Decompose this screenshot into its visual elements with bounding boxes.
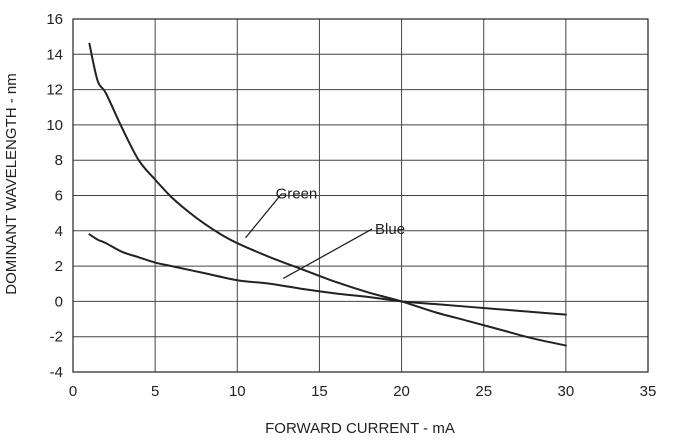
x-axis-label: FORWARD CURRENT - mA [265, 420, 455, 437]
y-tick-label: 16 [46, 11, 63, 28]
grid [72, 18, 649, 373]
x-tick-label: 35 [640, 383, 657, 400]
series-layer [88, 42, 567, 347]
annotation-leader-green [244, 193, 283, 239]
x-tick-label: 30 [558, 383, 575, 400]
annotation-layer: Green Blue [244, 186, 405, 280]
x-tick-label: 10 [229, 383, 246, 400]
x-tick-label: 20 [393, 383, 410, 400]
annotation-leader-blue [282, 228, 373, 280]
y-tick-label: 8 [55, 152, 63, 169]
y-tick-label: 10 [46, 117, 63, 134]
tick-labels: 0 5 10 15 20 25 30 35 -4 -2 0 2 4 6 8 10 12 14 16 [46, 11, 656, 400]
x-tick-label: 5 [151, 383, 159, 400]
plot-border [72, 18, 649, 373]
y-tick-label: -4 [50, 364, 63, 381]
y-tick-label: 6 [55, 188, 63, 205]
y-tick-label: 14 [46, 46, 63, 63]
x-tick-label: 25 [475, 383, 492, 400]
y-tick-label: 12 [46, 82, 63, 99]
y-tick-label: 0 [55, 293, 63, 310]
series-line-blue [88, 233, 567, 316]
y-tick-label: 2 [55, 258, 63, 275]
y-axis-label: DOMINANT WAVELENGTH - nm [3, 73, 20, 294]
x-tick-label: 15 [311, 383, 328, 400]
x-tick-label: 0 [69, 383, 77, 400]
y-tick-label: -2 [50, 329, 63, 346]
annotation-label-green: Green [276, 186, 318, 203]
annotation-label-blue: Blue [375, 221, 405, 238]
series-line-green [88, 42, 567, 347]
y-tick-label: 4 [55, 223, 63, 240]
plot-frame [72, 18, 649, 373]
